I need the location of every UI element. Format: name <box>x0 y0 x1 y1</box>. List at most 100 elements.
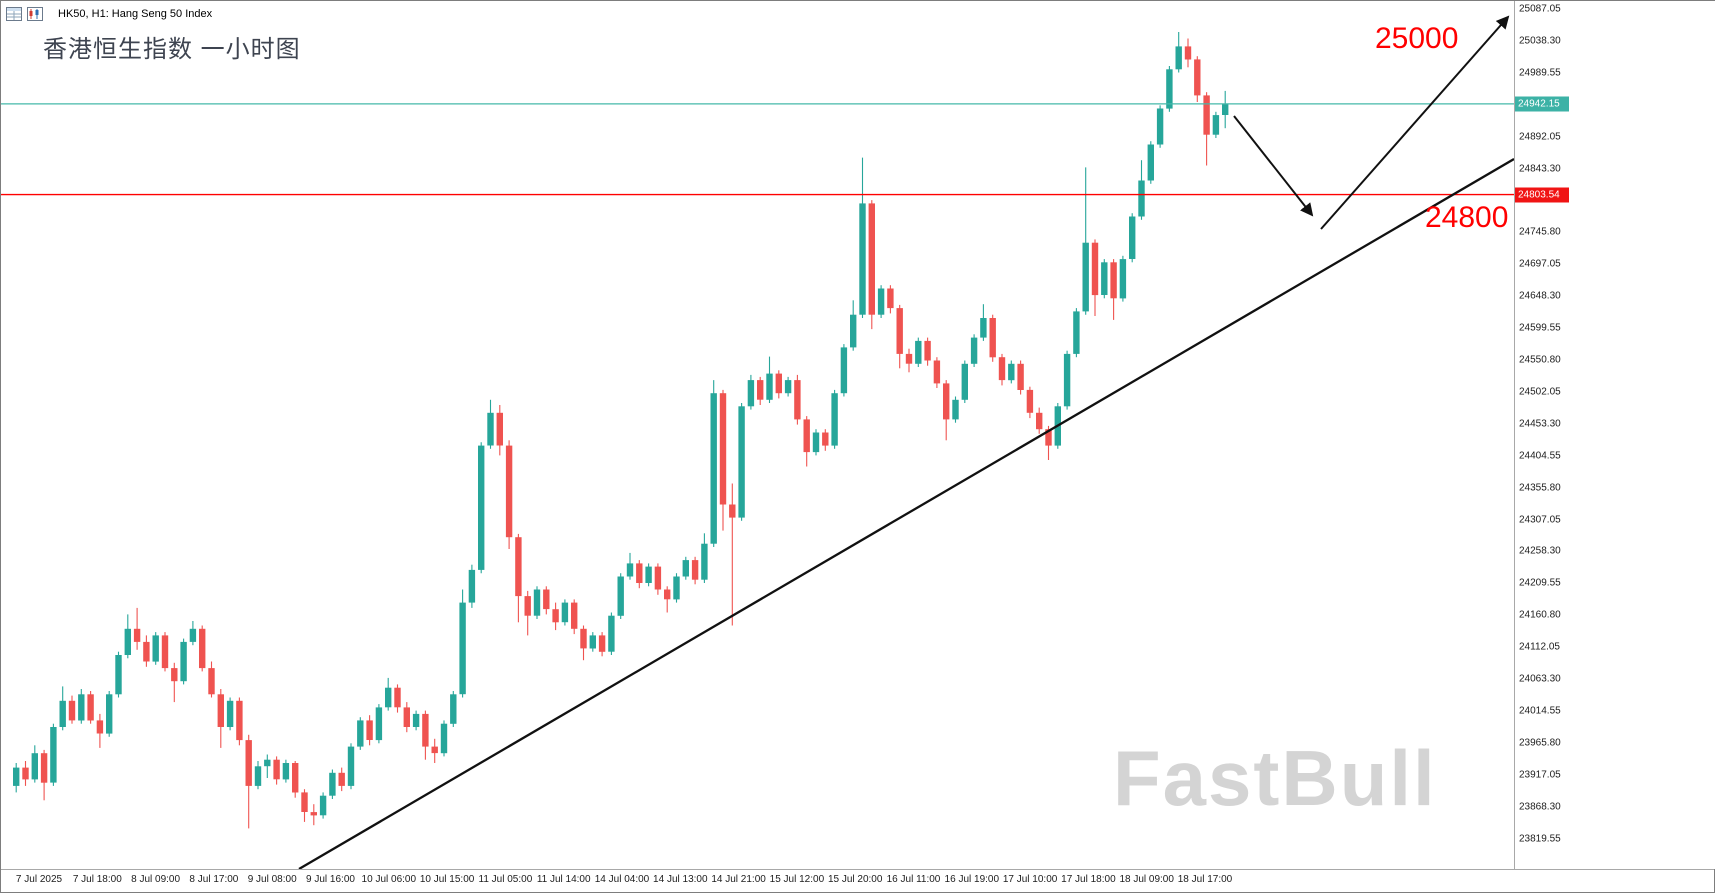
candle <box>803 416 810 467</box>
candle <box>664 586 671 613</box>
time-tick-label: 15 Jul 20:00 <box>827 874 883 885</box>
time-tick-label: 11 Jul 14:00 <box>536 874 591 885</box>
chart-plot[interactable]: FastBull 25000 24800 <box>1 1 1514 869</box>
price-tick-label: 24892.05 <box>1519 131 1561 143</box>
candle <box>961 360 968 403</box>
price-tick-label: 24697.05 <box>1519 258 1561 270</box>
candle <box>831 389 838 449</box>
alert-price-value: 24803.54 <box>1518 189 1560 201</box>
candle <box>933 357 941 388</box>
candle <box>152 632 159 665</box>
time-axis[interactable]: 7 Jul 2025 7 Jul 18:00 8 Jul 09:00 8 Jul 17… <box>1 869 1714 892</box>
candle <box>1110 259 1117 320</box>
candle <box>505 440 513 549</box>
price-tick-label: 23819.55 <box>1519 833 1561 844</box>
candle <box>1082 167 1089 315</box>
target-price-annotation[interactable]: 25000 <box>1375 22 1459 55</box>
price-tick-label: 24258.30 <box>1519 545 1561 557</box>
chart-header: HK50, H1: Hang Seng 50 Index <box>6 7 212 21</box>
candlestick-chart[interactable] <box>1 1 1514 869</box>
candle <box>59 686 66 731</box>
price-tick-label: 23917.05 <box>1519 769 1561 781</box>
candle <box>1175 32 1182 73</box>
candle <box>199 625 206 672</box>
candle <box>626 552 634 580</box>
candle <box>757 376 764 405</box>
candle <box>292 761 299 798</box>
price-tick-label: 25087.05 <box>1519 3 1561 15</box>
candle <box>998 353 1006 386</box>
candle <box>896 304 903 369</box>
price-tick-label: 24453.30 <box>1519 418 1561 430</box>
candle <box>552 602 559 631</box>
candle <box>403 702 410 733</box>
candle <box>273 756 280 785</box>
candle <box>96 713 104 748</box>
time-tick-label: 17 Jul 10:00 <box>1002 874 1058 885</box>
time-tick-label: 16 Jul 19:00 <box>944 874 1000 885</box>
candle <box>22 761 29 786</box>
price-tick-label: 24843.30 <box>1519 163 1561 174</box>
drawings-layer[interactable] <box>298 15 1514 869</box>
candle <box>905 348 913 373</box>
price-tick-label: 23965.80 <box>1519 737 1561 749</box>
candle <box>1166 66 1173 112</box>
price-tick-label: 24989.55 <box>1519 67 1561 79</box>
quotes-grid-icon[interactable] <box>6 7 22 21</box>
candle <box>766 356 773 403</box>
time-tick-label: 14 Jul 13:00 <box>653 874 708 885</box>
candle <box>952 396 959 423</box>
candle <box>691 556 699 585</box>
candle <box>440 720 448 757</box>
candle <box>301 789 308 822</box>
price-tick-label: 24014.55 <box>1519 705 1561 717</box>
time-tick-label: 14 Jul 04:00 <box>594 874 650 885</box>
price-tick-label: 24648.30 <box>1519 290 1561 302</box>
page-title: 香港恒生指数 一小时图 <box>43 36 301 63</box>
candle <box>422 710 429 760</box>
candle <box>543 586 550 615</box>
price-axis[interactable]: 25087.0525038.3024989.5524940.8024892.05… <box>1514 1 1715 869</box>
candle <box>1212 111 1220 138</box>
time-tick-label: 8 Jul 09:00 <box>131 874 181 885</box>
candle <box>859 157 866 318</box>
candle <box>478 442 485 574</box>
price-tick-label: 24209.55 <box>1519 577 1561 589</box>
candle <box>338 767 345 792</box>
candle <box>868 200 875 330</box>
support-price-annotation[interactable]: 24800 <box>1425 201 1509 234</box>
candle <box>524 590 531 636</box>
candle <box>1091 239 1099 316</box>
candle <box>747 374 755 410</box>
candle <box>189 621 197 646</box>
candle <box>496 405 503 456</box>
candle <box>645 563 652 587</box>
time-tick-label: 18 Jul 17:00 <box>1177 874 1233 885</box>
candle <box>701 533 708 583</box>
candle <box>598 632 606 657</box>
price-tick-label: 24160.80 <box>1519 609 1561 621</box>
time-tick-label: 11 Jul 05:00 <box>478 874 533 885</box>
candle <box>943 380 950 441</box>
candle <box>236 697 243 746</box>
time-tick-label: 17 Jul 18:00 <box>1061 874 1116 885</box>
candle <box>738 403 745 521</box>
price-tick-label: 24404.55 <box>1519 450 1561 462</box>
candle <box>1194 56 1201 102</box>
candle <box>329 769 336 799</box>
ascending-trendline[interactable] <box>298 158 1514 869</box>
breakout-arrow[interactable] <box>1320 15 1510 230</box>
candlestick-mini-icon[interactable] <box>27 7 43 21</box>
time-tick-label: 10 Jul 15:00 <box>419 874 475 885</box>
symbol-label: HK50, H1: Hang Seng 50 Index <box>58 8 213 20</box>
price-tick-label: 25038.30 <box>1519 35 1561 47</box>
candle <box>468 564 476 608</box>
pullback-arrow[interactable] <box>1233 115 1314 217</box>
candle <box>40 749 48 801</box>
candle <box>115 651 122 698</box>
price-lines-layer[interactable] <box>1 103 1514 196</box>
candle <box>385 677 392 711</box>
candle <box>264 754 271 778</box>
alert-price-tag: 24803.54 <box>1515 187 1569 203</box>
